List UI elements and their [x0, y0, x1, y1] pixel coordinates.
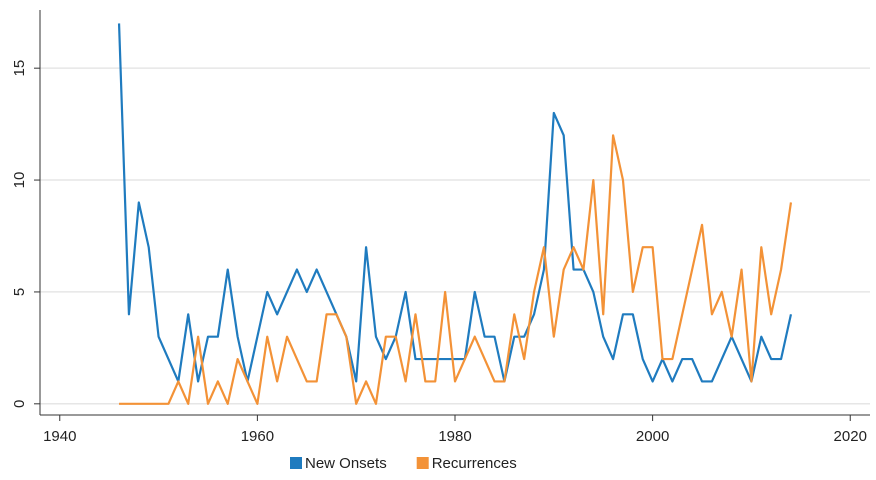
line-series	[117, 23, 793, 383]
legend-swatch	[416, 457, 429, 469]
legend-label: New Onsets	[305, 455, 387, 472]
x-tick-label: 1940	[43, 428, 76, 445]
line-series	[119, 134, 793, 405]
x-tick-label: 2020	[834, 428, 867, 445]
legend-label: Recurrences	[432, 455, 517, 472]
legend-swatch	[290, 457, 302, 469]
y-tick-label: 15	[11, 60, 28, 77]
x-tick-label: 2000	[636, 428, 669, 445]
y-tick-label: 5	[11, 288, 28, 296]
x-tick-label: 1960	[241, 428, 274, 445]
y-tick-label: 10	[11, 172, 28, 189]
x-tick-label: 1980	[438, 428, 471, 445]
y-tick-label: 0	[11, 400, 28, 408]
